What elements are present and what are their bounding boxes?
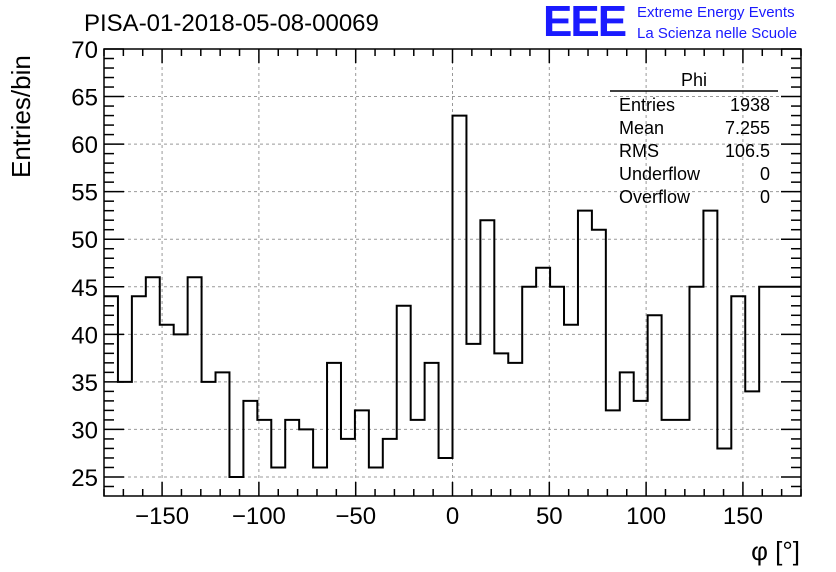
x-axis-label: φ [°] bbox=[751, 536, 800, 566]
histogram-bin bbox=[648, 315, 662, 496]
x-tick-label: 50 bbox=[536, 503, 563, 530]
histogram-bin bbox=[717, 448, 731, 496]
histogram-bin bbox=[689, 287, 703, 496]
histogram-bin bbox=[634, 401, 648, 496]
y-tick-label: 35 bbox=[71, 370, 98, 397]
y-tick-label: 50 bbox=[71, 227, 98, 254]
stats-value: 1938 bbox=[730, 95, 770, 115]
stats-value: 106.5 bbox=[725, 141, 770, 161]
histogram-bin bbox=[703, 211, 717, 496]
histogram-bin bbox=[676, 420, 690, 496]
y-tick-label: 25 bbox=[71, 465, 98, 492]
histogram-bin bbox=[494, 353, 508, 496]
histogram-bin bbox=[550, 287, 564, 496]
histogram-bin bbox=[522, 287, 536, 496]
histogram-bin bbox=[606, 410, 620, 496]
y-axis-label: Entries/bin bbox=[6, 55, 36, 178]
histogram-bin bbox=[104, 296, 118, 496]
histogram-bin bbox=[313, 467, 327, 496]
y-tick-label: 30 bbox=[71, 417, 98, 444]
histogram-bin bbox=[480, 220, 494, 496]
x-axis-ticks: −150 −100 −50 0 50 100 150 bbox=[103, 49, 802, 530]
histogram-bin bbox=[745, 391, 759, 496]
y-tick-label: 60 bbox=[71, 132, 98, 159]
histogram-bin bbox=[578, 211, 592, 496]
histogram-bin bbox=[466, 344, 480, 496]
histogram-outline bbox=[104, 114, 801, 478]
histogram-bin bbox=[759, 287, 773, 496]
x-tick-label: −150 bbox=[135, 503, 189, 530]
stats-label: Mean bbox=[619, 118, 664, 138]
histogram-bin bbox=[369, 467, 383, 496]
histogram-bin bbox=[773, 287, 787, 496]
histogram-bin bbox=[383, 439, 397, 496]
y-tick-label: 40 bbox=[71, 322, 98, 349]
histogram-bin bbox=[564, 325, 578, 496]
stats-label: Entries bbox=[619, 95, 675, 115]
histogram-bin bbox=[118, 382, 132, 496]
histogram-bin bbox=[202, 382, 216, 496]
histogram-bin bbox=[229, 477, 243, 496]
stats-label: RMS bbox=[619, 141, 659, 161]
x-tick-label: 150 bbox=[723, 503, 763, 530]
stats-box: Phi Entries 1938 Mean 7.255 RMS 106.5 Un… bbox=[610, 70, 778, 207]
histogram-bin bbox=[285, 420, 299, 496]
x-tick-label: −100 bbox=[232, 503, 286, 530]
histogram-bin bbox=[216, 372, 230, 496]
run-title: PISA-01-2018-05-08-00069 bbox=[84, 10, 379, 37]
histogram-bin bbox=[146, 277, 160, 496]
histogram-bin bbox=[341, 439, 355, 496]
logo-line-1: Extreme Energy Events bbox=[637, 4, 795, 21]
histogram-bin bbox=[299, 429, 313, 496]
y-axis-ticks: 25 30 35 40 45 50 55 60 65 70 bbox=[71, 37, 801, 492]
y-tick-label: 65 bbox=[71, 85, 98, 112]
y-tick-label: 45 bbox=[71, 275, 98, 302]
histogram-bin bbox=[355, 410, 369, 496]
logo-line-2: La Scienza nelle Scuole bbox=[637, 25, 798, 42]
stats-label: Overflow bbox=[619, 187, 691, 207]
stats-label: Underflow bbox=[619, 164, 701, 184]
histogram-bin bbox=[411, 420, 425, 496]
histogram-bin bbox=[174, 334, 188, 496]
histogram-bin bbox=[188, 277, 202, 496]
x-tick-label: −50 bbox=[335, 503, 376, 530]
stats-value: 0 bbox=[760, 164, 770, 184]
y-tick-label: 55 bbox=[71, 180, 98, 207]
stats-value: 0 bbox=[760, 187, 770, 207]
x-tick-label: 0 bbox=[446, 503, 459, 530]
histogram-bin bbox=[132, 296, 146, 496]
histogram-bars bbox=[104, 114, 801, 496]
histogram-bin bbox=[243, 401, 257, 496]
y-tick-label: 70 bbox=[71, 37, 98, 64]
stats-title: Phi bbox=[681, 70, 707, 90]
histogram-bin bbox=[453, 116, 467, 496]
eee-logo: EEE bbox=[543, 0, 627, 46]
x-tick-label: 100 bbox=[626, 503, 666, 530]
histogram-bin bbox=[592, 230, 606, 496]
histogram-bin bbox=[662, 420, 676, 496]
stats-value: 7.255 bbox=[725, 118, 770, 138]
